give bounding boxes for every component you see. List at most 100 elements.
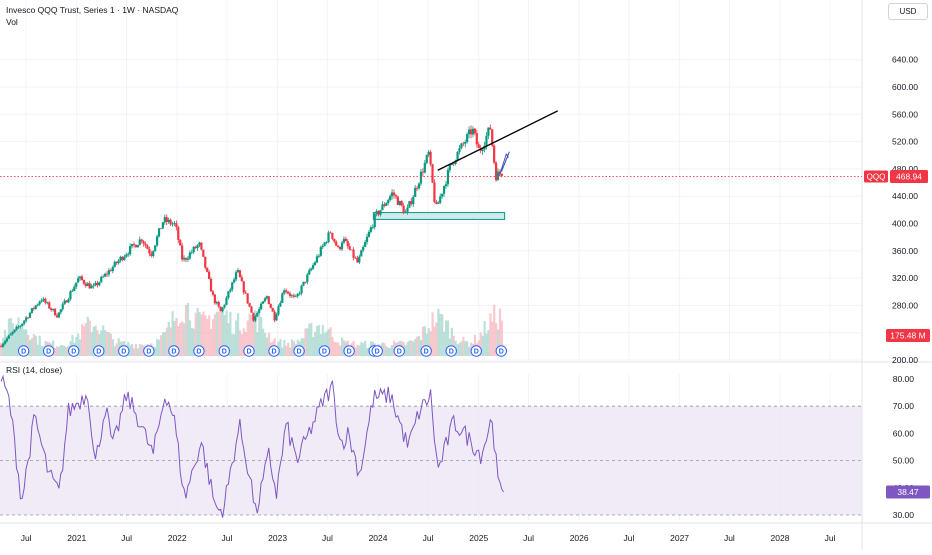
volume-bar	[491, 321, 494, 356]
candle-body	[442, 186, 446, 194]
candle-body	[213, 294, 216, 304]
candle-body	[157, 228, 161, 237]
candle-body	[433, 182, 436, 202]
candle-body	[277, 306, 280, 315]
time-tick-label: 2026	[570, 533, 589, 543]
candle-body	[55, 315, 59, 318]
candle-body	[477, 144, 480, 149]
candle-body	[78, 276, 82, 279]
volume-bar	[200, 314, 203, 356]
volume-bar	[227, 323, 230, 356]
candle-body	[394, 195, 398, 197]
symbol-tag: QQQ	[864, 170, 888, 183]
dividend-label: D	[196, 349, 201, 356]
candle-body	[450, 163, 453, 165]
volume-bar	[219, 309, 222, 356]
candle-body	[296, 293, 299, 297]
time-tick-label: 2028	[771, 533, 790, 543]
candle-body	[400, 201, 403, 206]
volume-bar	[96, 330, 99, 356]
candle-body	[105, 273, 109, 275]
candle-body	[19, 325, 22, 327]
currency-button[interactable]: USD	[888, 3, 928, 20]
volume-tag-text: 175.48 M	[890, 331, 925, 341]
volume-bar	[225, 310, 228, 356]
candle-body	[321, 245, 324, 248]
volume-bar	[196, 308, 199, 356]
candle-body	[102, 276, 105, 278]
volume-bar	[13, 331, 16, 356]
time-tick-label: Jul	[624, 533, 635, 543]
volume-bar	[154, 347, 157, 356]
candle-body	[350, 249, 353, 251]
candle-body	[489, 127, 492, 130]
candle-body	[215, 302, 218, 304]
candle-body	[369, 227, 372, 232]
volume-bar	[321, 325, 324, 356]
candle-body	[435, 201, 438, 204]
candle-body	[25, 317, 28, 321]
candle-body	[373, 214, 376, 228]
chart-title[interactable]: Invesco QQQ Trust, Series 1 · 1W · NASDA…	[6, 5, 179, 15]
rsi-label[interactable]: RSI (14, close)	[6, 365, 63, 375]
volume-bar	[244, 331, 247, 356]
volume-bar	[82, 326, 86, 356]
support-zone-rect	[372, 212, 506, 220]
time-tick-label: 2024	[369, 533, 388, 543]
candle-body	[67, 299, 70, 303]
volume-bar	[206, 318, 209, 356]
volume-bar	[312, 337, 315, 356]
volume-bar	[194, 312, 197, 356]
dividend-marker: D	[371, 345, 383, 357]
candle-body	[23, 320, 26, 324]
volume-bar	[54, 347, 57, 356]
candle-body	[267, 296, 270, 305]
candle-body	[121, 256, 124, 260]
candle-body	[338, 247, 342, 250]
volume-bar	[383, 343, 386, 356]
volume-bar	[80, 324, 84, 356]
volume-bar	[418, 336, 421, 356]
candle-body	[473, 128, 476, 134]
volume-bar	[71, 334, 74, 356]
volume-bar	[487, 330, 490, 356]
candle-body	[117, 260, 120, 264]
volume-bar	[431, 312, 434, 356]
dividend-markers: DDDDDDDDDDDDDDDDDDDDD	[17, 345, 507, 357]
volume-bar	[250, 314, 253, 356]
candle-body	[313, 262, 317, 266]
time-tick-label: Jul	[423, 533, 434, 543]
dividend-label: D	[171, 349, 176, 356]
candle-body	[342, 238, 346, 243]
volume-label[interactable]: Vol	[6, 17, 18, 27]
candle-body	[142, 241, 145, 244]
candle-body	[352, 249, 355, 258]
volume-bar	[498, 308, 502, 356]
volume-bar	[223, 314, 226, 356]
dividend-label: D	[121, 349, 126, 356]
candle-body	[82, 280, 86, 284]
volume-bar	[113, 346, 116, 356]
rsi-line	[0, 374, 504, 518]
rsi-tag: 38.47	[886, 485, 930, 499]
time-tick-label: Jul	[825, 533, 836, 543]
candle-body	[302, 281, 305, 286]
volume-bar	[288, 347, 292, 356]
price-axis: 640.00 600.00 560.00 520.00 480.00 440.00 400.…	[892, 55, 918, 365]
candle-body	[379, 210, 382, 215]
candle-body	[269, 304, 272, 308]
volume-bar	[489, 313, 492, 356]
dividend-circle	[293, 345, 305, 357]
candle-body	[233, 279, 236, 283]
dividend-label: D	[322, 349, 327, 356]
volume-bar	[210, 328, 213, 356]
dividend-marker: D	[318, 345, 331, 357]
candle-body	[390, 192, 394, 197]
volume-bar	[473, 334, 477, 356]
trendline	[437, 110, 558, 171]
candle-body	[398, 201, 401, 205]
candle-body	[381, 204, 384, 211]
volume-bar	[246, 320, 249, 356]
